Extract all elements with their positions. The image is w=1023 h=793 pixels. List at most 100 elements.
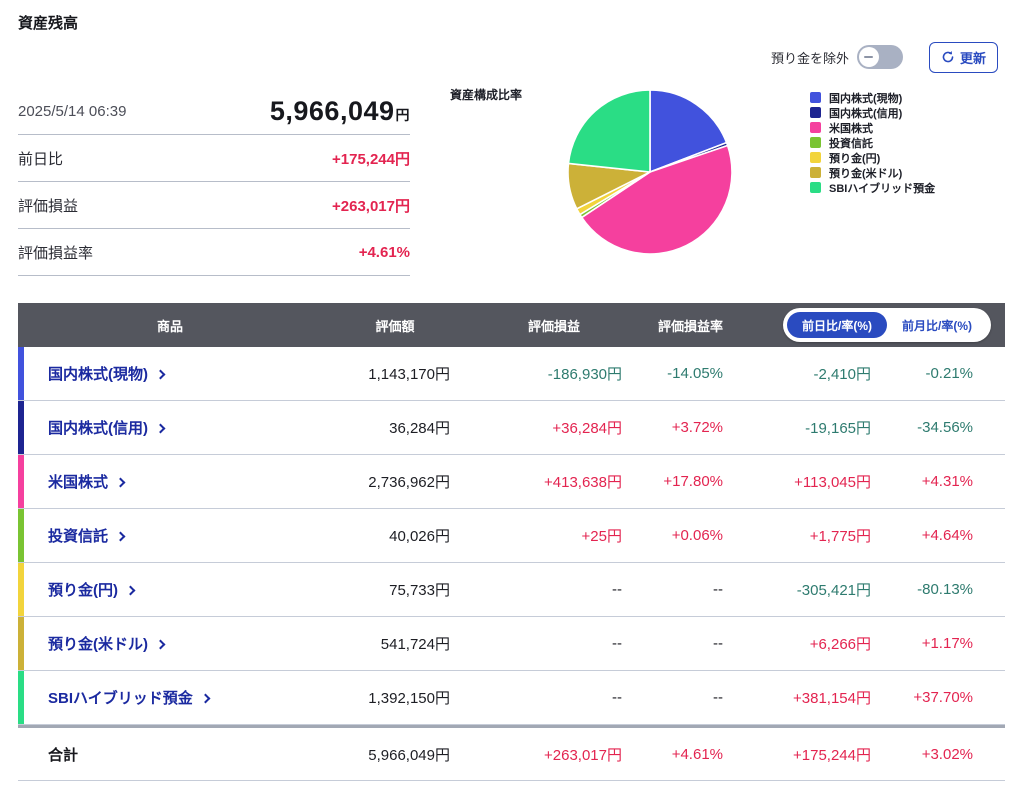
cell-valuation: 541,724円 [380, 636, 450, 653]
row-label-link[interactable]: 米国株式 [18, 471, 322, 492]
row-color-strip [18, 455, 24, 508]
summary-panel: 2025/5/14 06:39 5,966,049円 前日比 +175,244円… [18, 88, 410, 276]
cell-valuation: 75,733円 [389, 582, 450, 599]
exclude-deposit-toggle[interactable] [856, 45, 903, 69]
row-color-strip [18, 671, 24, 724]
row-label-link[interactable]: SBIハイブリッド預金 [18, 687, 322, 708]
top-section: 資産残高 預り金を除外 更新 2025/5/14 06:39 5,966,049… [0, 0, 1023, 303]
period-toggle: 前日比/率(%) 前月比/率(%) [783, 308, 991, 342]
legend-label: 米国株式 [829, 122, 873, 135]
cell-change-rate: -80.13% [917, 581, 973, 598]
refresh-label: 更新 [959, 50, 986, 66]
refresh-button[interactable]: 更新 [928, 41, 998, 73]
cell-change-rate: -0.21% [925, 365, 973, 382]
legend-color-chip [810, 92, 821, 103]
cell-change: -2,410円 [813, 366, 871, 383]
chevron-right-icon [155, 369, 166, 379]
total-valuation: 5,966,049円 [368, 746, 450, 764]
legend-item: 国内株式(現物) [810, 92, 935, 105]
table-total-row: 合計 5,966,049円 +263,017円 +4.61% +175,244円… [18, 725, 1005, 781]
table-row: 預り金(米ドル) 541,724円 -- -- +6,266円 +1.17% [18, 617, 1005, 671]
table-row: 預り金(円) 75,733円 -- -- -305,421円 -80.13% [18, 563, 1005, 617]
row-label: 国内株式(信用) [48, 420, 148, 437]
cell-pl: +36,284円 [552, 420, 622, 437]
table-row: 投資信託 40,026円 +25円 +0.06% +1,775円 +4.64% [18, 509, 1005, 563]
pie-slice [580, 144, 733, 255]
row-label-link[interactable]: 預り金(円) [18, 579, 322, 600]
row-label-link[interactable]: 国内株式(現物) [18, 363, 322, 384]
legend-color-chip [810, 137, 821, 148]
cell-change-rate: -34.56% [917, 419, 973, 436]
cell-change-rate: +1.17% [921, 635, 973, 652]
pie-legend: 国内株式(現物) 国内株式(信用) 米国株式投資信託預り金(円) 預り金(米ドル) SB… [810, 92, 936, 195]
pie-chart-title: 資産構成比率 [450, 88, 523, 102]
period-toggle-month[interactable]: 前月比/率(%) [887, 312, 987, 338]
legend-label: 預り金(米ドル) [829, 167, 903, 180]
period-toggle-day[interactable]: 前日比/率(%) [787, 312, 887, 338]
cell-pl: +413,638円 [544, 474, 622, 491]
pl-rate-value: +4.61% [358, 243, 410, 261]
cell-pl-rate: +3.72% [671, 419, 723, 436]
row-label: SBIハイブリッド預金 [48, 690, 193, 707]
row-label-link[interactable]: 預り金(米ドル) [18, 633, 322, 654]
header-product: 商品 [156, 318, 183, 334]
row-color-strip [18, 509, 24, 562]
currency-suffix: 円 [395, 106, 410, 123]
legend-item: 投資信託 [810, 137, 935, 150]
legend-color-chip [810, 182, 821, 193]
legend-label: 国内株式(信用) [829, 107, 903, 120]
cell-change-rate: +4.64% [921, 527, 973, 544]
legend-item: 預り金(米ドル) [810, 167, 935, 180]
legend-item: 預り金(円) [810, 152, 935, 165]
pl-rate-label: 評価損益率 [18, 244, 94, 262]
row-label-link[interactable]: 投資信託 [18, 525, 322, 546]
legend-color-chip [810, 122, 821, 133]
row-label: 預り金(円) [48, 582, 118, 599]
row-label: 預り金(米ドル) [48, 636, 148, 653]
summary-head: 2025/5/14 06:39 5,966,049円 [18, 88, 410, 135]
cell-change: +6,266円 [809, 636, 871, 653]
legend-label: SBIハイブリッド預金 [829, 182, 936, 195]
row-label: 国内株式(現物) [48, 366, 148, 383]
legend-label: 投資信託 [829, 137, 873, 150]
cell-change: +1,775円 [809, 528, 871, 545]
pie-slice [649, 89, 728, 173]
cell-pl: -- [612, 689, 622, 706]
table-row: 国内株式(信用) 36,284円 +36,284円 +3.72% -19,165円 -34… [18, 401, 1005, 455]
table-body: 国内株式(現物) 1,143,170円 -186,930円 -14.05% -2,410… [18, 347, 1005, 725]
cell-valuation: 1,392,150円 [368, 690, 450, 707]
row-color-strip [18, 563, 24, 616]
legend-item: SBIハイブリッド預金 [810, 182, 936, 195]
total-pl: +263,017円 [544, 746, 622, 764]
row-color-strip [18, 347, 24, 400]
legend-label: 預り金(円) [829, 152, 881, 165]
cell-pl-rate: -- [713, 581, 723, 598]
legend-item: 国内株式(信用) [810, 107, 935, 120]
header-pl: 評価損益 [527, 318, 580, 334]
page-title: 資産残高 [18, 15, 79, 32]
row-label: 米国株式 [48, 474, 109, 491]
chevron-right-icon [155, 423, 166, 433]
toggle-knob [858, 47, 879, 67]
pl-label: 評価損益 [18, 197, 79, 215]
summary-total-value: 5,966,049円 [269, 95, 410, 126]
row-label: 投資信託 [48, 528, 109, 545]
cell-change-rate: +37.70% [913, 689, 973, 706]
chevron-right-icon [155, 639, 166, 649]
cell-pl-rate: -- [713, 689, 723, 706]
day-change-value: +175,244円 [332, 150, 410, 168]
legend-color-chip [810, 167, 821, 178]
row-color-strip [18, 401, 24, 454]
chevron-right-icon [115, 531, 126, 541]
summary-timestamp: 2025/5/14 06:39 [18, 102, 127, 120]
refresh-icon [941, 50, 955, 64]
table-row: 国内株式(現物) 1,143,170円 -186,930円 -14.05% -2,410… [18, 347, 1005, 401]
legend-label: 国内株式(現物) [829, 92, 903, 105]
row-label-link[interactable]: 国内株式(信用) [18, 417, 322, 438]
cell-pl: -186,930円 [547, 366, 622, 383]
total-label: 合計 [48, 746, 79, 764]
chevron-right-icon [200, 693, 211, 703]
table-row: SBIハイブリッド預金 1,392,150円 -- -- +381,154円 +37.70… [18, 671, 1005, 725]
total-pl-rate: +4.61% [671, 745, 723, 763]
exclude-deposit-toggle-label: 預り金を除外 [770, 50, 849, 66]
